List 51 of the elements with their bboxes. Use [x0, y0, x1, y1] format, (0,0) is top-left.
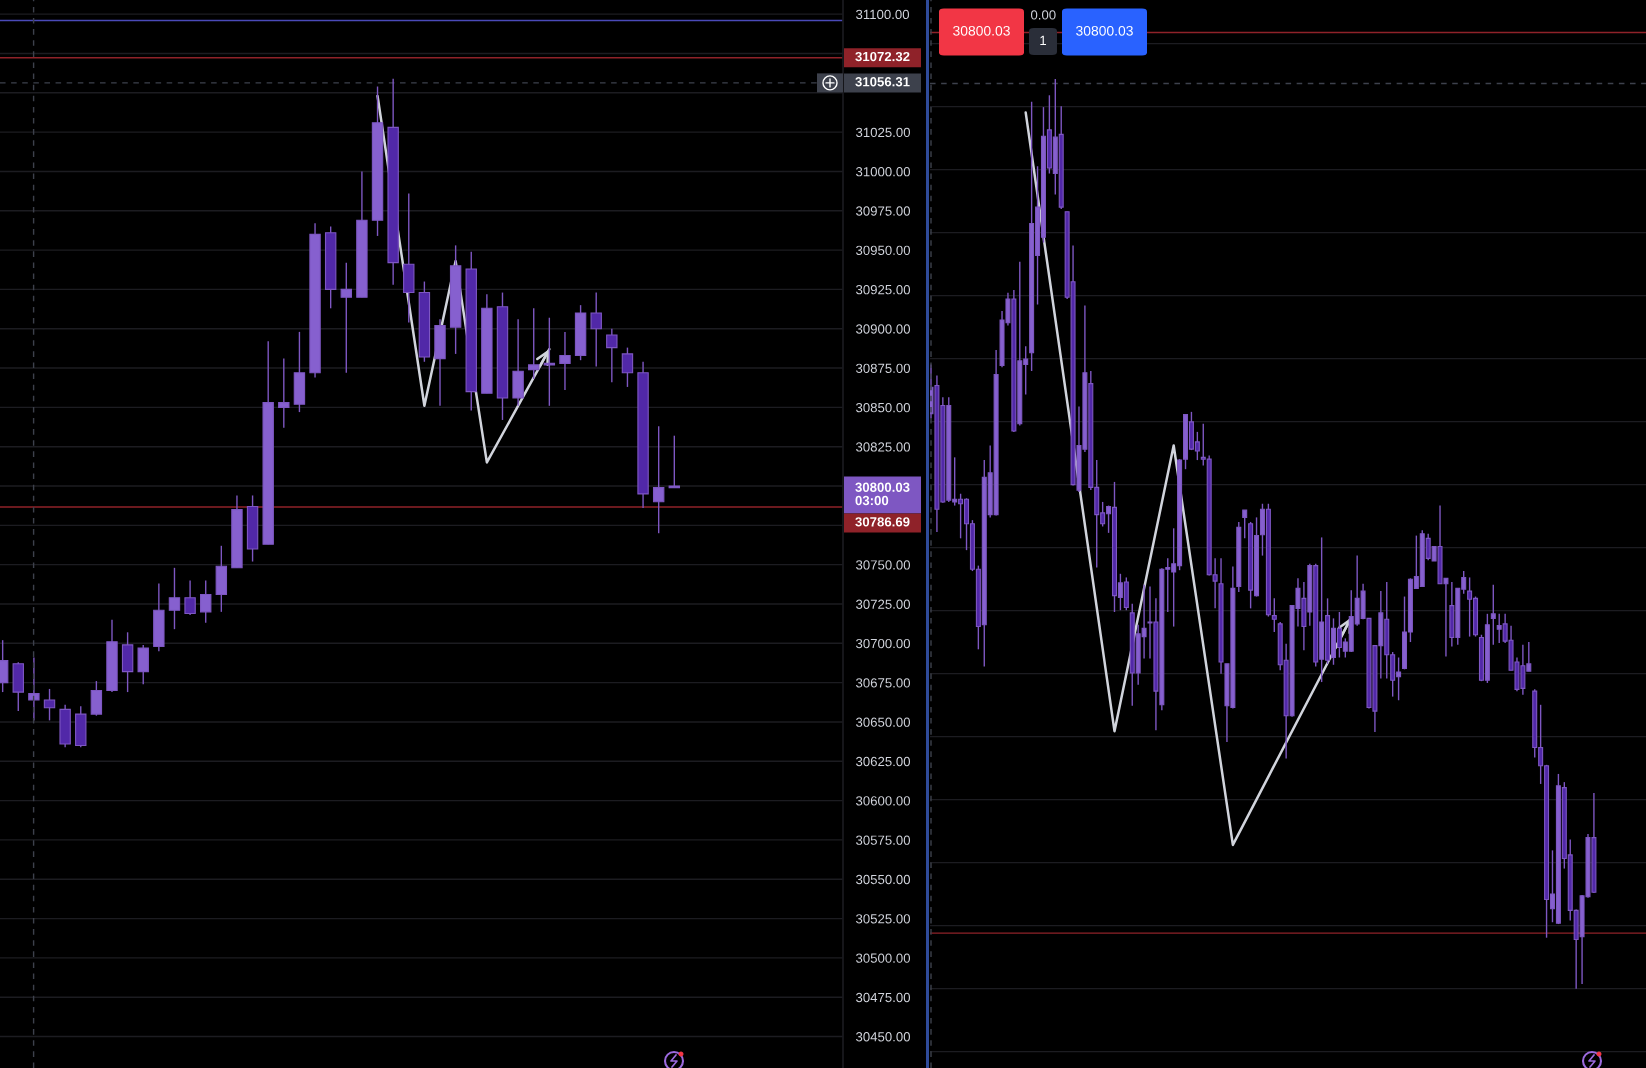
candlestick — [668, 434, 681, 489]
y-tick-label: 30575.00 — [856, 835, 911, 845]
y-tick-label: 30950.00 — [856, 245, 911, 255]
candlestick — [528, 307, 540, 380]
candlestick — [168, 567, 181, 630]
candlestick — [137, 644, 149, 685]
text: 30800.03 — [953, 25, 1010, 36]
candlestick — [1242, 509, 1248, 540]
y-tick-label: 30625.00 — [856, 756, 911, 767]
y-tick-label: 31025.00 — [856, 127, 911, 138]
y-tick-label: 30550.00 — [856, 874, 911, 885]
text: 30800.03 — [1076, 25, 1133, 36]
text: 0.00 — [1030, 10, 1056, 20]
y-tick-label: 30975.00 — [856, 206, 911, 216]
y-tick-label: 30700.00 — [856, 638, 911, 649]
y-tick-label: 30825.00 — [856, 442, 911, 452]
text: 1 — [1040, 35, 1047, 45]
candlestick — [621, 346, 634, 388]
candlestick — [184, 579, 196, 616]
candlestick — [28, 656, 40, 722]
candlestick — [559, 331, 571, 391]
y-tick-label: 31100.00 — [856, 9, 910, 20]
y-tick-label: 30650.00 — [856, 717, 911, 727]
y-tick-label: 30850.00 — [856, 402, 911, 413]
y-tick-label: 31000.00 — [856, 167, 911, 177]
ref-line-label: 31072.32 — [855, 51, 910, 62]
candlestick — [200, 579, 212, 624]
y-tick-label: 30725.00 — [856, 599, 911, 609]
y-tick-label: 30925.00 — [856, 284, 911, 295]
y-tick-label: 30750.00 — [856, 560, 911, 570]
ref-line-label: 30786.69 — [855, 517, 910, 527]
y-tick-label: 30450.00 — [856, 1032, 911, 1042]
y-tick-label: 30500.00 — [856, 953, 911, 963]
candlestick — [43, 688, 56, 722]
text: 30800.03 03:00 — [855, 482, 910, 506]
y-tick-label: 30475.00 — [856, 992, 911, 1003]
y-tick-label: 30525.00 — [856, 914, 911, 924]
candlestick — [606, 328, 618, 383]
candlestick — [340, 261, 353, 374]
y-tick-label: 30600.00 — [856, 796, 911, 806]
candlestick — [652, 425, 665, 534]
ref-line-label: 31056.31 — [855, 77, 910, 87]
candlestick — [90, 680, 103, 717]
y-tick-label: 30900.00 — [856, 324, 911, 334]
candlestick — [543, 317, 556, 407]
y-tick-label: 30875.00 — [856, 363, 911, 373]
candlestick — [590, 291, 602, 368]
candlestick — [1490, 584, 1496, 646]
candlestick — [1271, 597, 1277, 633]
y-tick-label: 30675.00 — [856, 678, 911, 688]
candlestick — [278, 357, 290, 429]
